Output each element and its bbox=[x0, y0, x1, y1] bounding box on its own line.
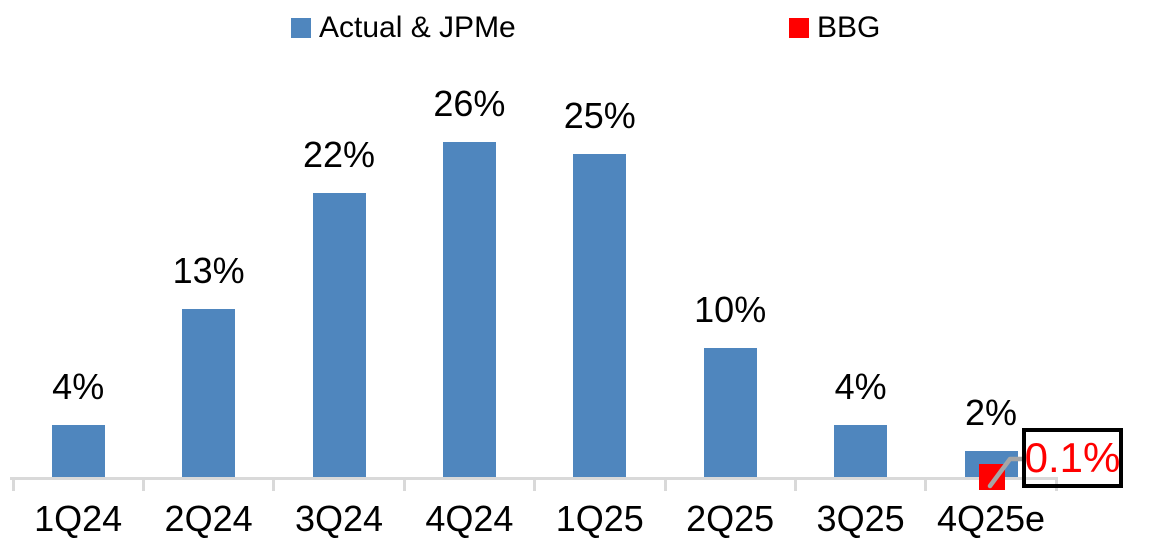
legend-label-bbg: BBG bbox=[817, 11, 881, 44]
legend-label-actual-jpme: Actual & JPMe bbox=[319, 11, 516, 44]
axis-label-1q25: 1Q25 bbox=[555, 498, 644, 539]
axis-label-1q24: 1Q24 bbox=[34, 498, 123, 539]
bar-1q24 bbox=[51, 425, 105, 477]
legend-item-actual-jpme: Actual & JPMe bbox=[291, 13, 516, 43]
x-axis-tick bbox=[11, 477, 15, 491]
legend-item-bbg: BBG bbox=[789, 13, 880, 43]
x-axis-tick bbox=[924, 477, 928, 491]
bar-1q25 bbox=[573, 154, 627, 477]
x-axis-tick bbox=[141, 477, 145, 491]
axis-label-4q25e: 4Q25e bbox=[936, 498, 1046, 539]
value-label-3q25: 4% bbox=[834, 366, 887, 407]
x-axis-tick bbox=[402, 477, 406, 491]
bar-2q24 bbox=[182, 309, 236, 477]
axis-label-3q24: 3Q24 bbox=[294, 498, 384, 539]
bar-4q24 bbox=[442, 142, 496, 477]
value-label-4q24: 26% bbox=[433, 83, 506, 124]
value-label-1q25: 25% bbox=[563, 95, 636, 136]
bar-3q25 bbox=[834, 425, 888, 477]
legend-swatch-blue-icon bbox=[291, 18, 311, 38]
x-axis-tick bbox=[272, 477, 276, 491]
value-label-1q24: 4% bbox=[52, 366, 105, 407]
bbg-callout-value: 0.1% bbox=[1024, 434, 1121, 481]
axis-label-2q25: 2Q25 bbox=[686, 498, 775, 539]
value-label-4q25e: 2% bbox=[964, 392, 1018, 433]
axis-label-3q25: 3Q25 bbox=[816, 498, 905, 539]
value-label-2q25: 10% bbox=[694, 289, 767, 330]
bar-2q25 bbox=[703, 348, 757, 477]
axis-label-2q24: 2Q24 bbox=[164, 498, 253, 539]
x-axis-tick bbox=[793, 477, 797, 491]
value-label-3q24: 22% bbox=[302, 134, 376, 175]
axis-label-4q24: 4Q24 bbox=[425, 498, 514, 539]
legend-swatch-red-icon bbox=[789, 18, 809, 38]
value-label-2q24: 13% bbox=[172, 250, 245, 291]
bbg-callout-box: 0.1% bbox=[1022, 428, 1123, 488]
bbg-point-marker bbox=[979, 464, 1005, 490]
bar-3q24 bbox=[312, 193, 366, 477]
x-axis-tick bbox=[663, 477, 667, 491]
x-axis-tick bbox=[533, 477, 537, 491]
